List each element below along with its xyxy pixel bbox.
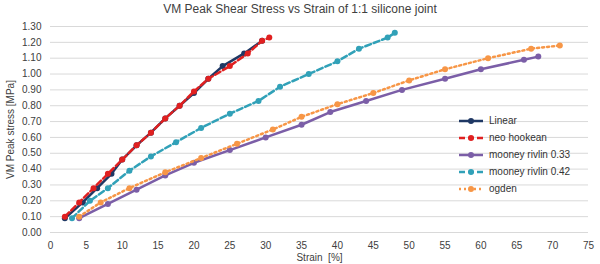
html-text:Linear: Linear: [489, 115, 517, 126]
svg-text:15: 15: [153, 240, 165, 251]
svg-text:35: 35: [296, 240, 308, 251]
svg-text:5: 5: [84, 240, 90, 251]
svg-text:65: 65: [511, 240, 523, 251]
svg-text:20: 20: [188, 240, 200, 251]
svg-text:1.30: 1.30: [22, 21, 42, 32]
html-text:VM Peak Shear Stress vs Strain: VM Peak Shear Stress vs Strain of 1:1 si…: [163, 2, 437, 16]
svg-text:70: 70: [547, 240, 559, 251]
svg-text:0.90: 0.90: [22, 84, 42, 95]
html-text:ogden: ogden: [489, 183, 517, 194]
svg-text:Strain [%]: Strain [%]: [296, 252, 342, 263]
svg-text:0.50: 0.50: [22, 147, 42, 158]
svg-text:0.20: 0.20: [22, 195, 42, 206]
svg-text:0.70: 0.70: [22, 116, 42, 127]
svg-text:60: 60: [475, 240, 487, 251]
html-text:mooney rivlin 0.42: mooney rivlin 0.42: [489, 166, 571, 177]
svg-text:0.80: 0.80: [22, 100, 42, 111]
svg-text:75: 75: [583, 240, 595, 251]
html-text:neo hookean: neo hookean: [489, 132, 547, 143]
svg-text:VM Peak stress [MPa]: VM Peak stress [MPa]: [5, 80, 16, 179]
svg-text:10: 10: [117, 240, 129, 251]
svg-text:30: 30: [260, 240, 272, 251]
svg-text:0.40: 0.40: [22, 163, 42, 174]
svg-text:50: 50: [404, 240, 416, 251]
html-text:mooney rivlin 0.33: mooney rivlin 0.33: [489, 149, 571, 160]
svg-text:0.30: 0.30: [22, 179, 42, 190]
svg-text:55: 55: [439, 240, 451, 251]
svg-text:1.00: 1.00: [22, 68, 42, 79]
svg-text:0.60: 0.60: [22, 132, 42, 143]
svg-text:1.10: 1.10: [22, 52, 42, 63]
svg-text:1.20: 1.20: [22, 37, 42, 48]
svg-text:0.00: 0.00: [22, 227, 42, 238]
svg-text:0.10: 0.10: [22, 211, 42, 222]
svg-text:0: 0: [48, 240, 54, 251]
svg-text:40: 40: [332, 240, 344, 251]
svg-text:25: 25: [224, 240, 236, 251]
svg-text:45: 45: [368, 240, 380, 251]
